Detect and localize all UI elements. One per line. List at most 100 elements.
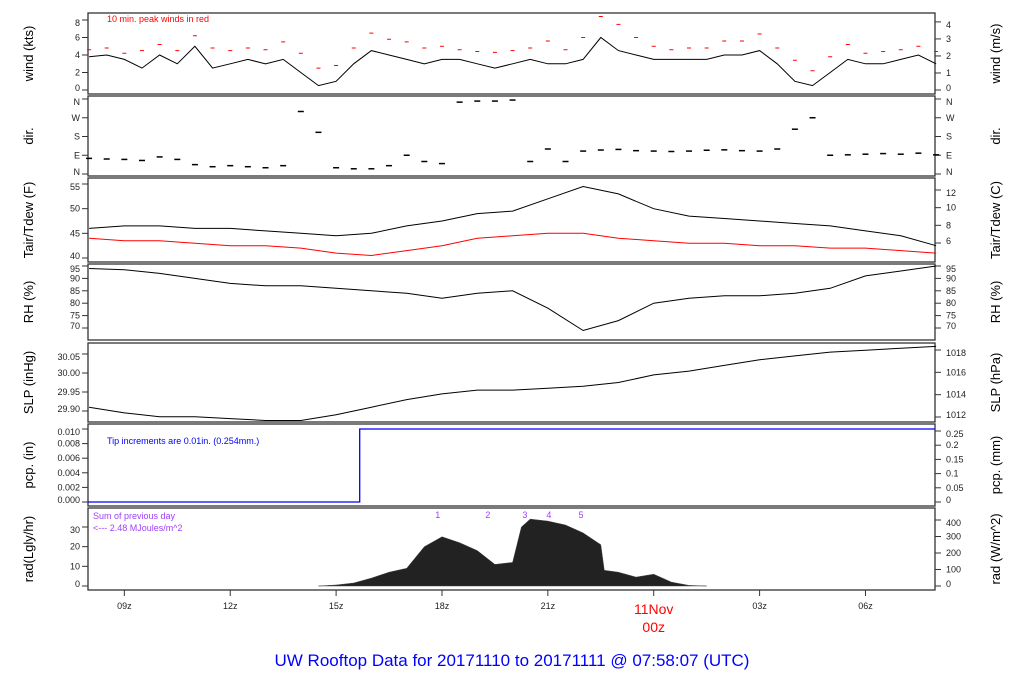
rh-ytick-label: 80	[70, 298, 80, 308]
wind-panel-frame	[87, 12, 936, 95]
dir-ytick-label: S	[74, 132, 80, 142]
wind-ytick-right-label: 2	[946, 51, 951, 61]
xtick-label: 15z	[329, 601, 344, 611]
rad-ytick-right-label: 200	[946, 548, 961, 558]
pcp-ytick-right-label: 0.1	[946, 469, 959, 479]
dir-ytick-label: W	[72, 113, 81, 123]
xtick-label: 06z	[858, 601, 873, 611]
rad-marker: 3	[522, 510, 527, 520]
rad-ytick-label: 0	[75, 579, 80, 589]
rh-ylabel-right: RH (%)	[988, 281, 1003, 324]
rad-marker: 5	[579, 510, 584, 520]
pcp-ytick-label: 0.010	[57, 427, 80, 437]
wind-ytick-right-label: 3	[946, 34, 951, 44]
rh-ytick-label: 90	[70, 273, 80, 283]
pcp-ytick-label: 0.008	[57, 439, 80, 449]
pcp-ytick-label: 0.000	[57, 495, 80, 505]
rad-ytick-label: 20	[70, 542, 80, 552]
xtick-label: 18z	[435, 601, 450, 611]
wind-ytick-label: 4	[75, 50, 80, 60]
temp-panel-frame	[87, 177, 936, 263]
slp-ytick-label: 30.00	[57, 368, 80, 378]
rad-ylabel-right: rad (W/m^2)	[988, 513, 1003, 584]
rad-ytick-right-label: 100	[946, 565, 961, 575]
xtick-label: 12z	[223, 601, 238, 611]
slp-ytick-label: 29.90	[57, 404, 80, 414]
rad-ytick-right-label: 0	[946, 579, 951, 589]
wind-ytick-right-label: 0	[946, 83, 951, 93]
pcp-line	[88, 428, 935, 503]
pcp-ytick-label: 0.006	[57, 453, 80, 463]
pcp-ylabel-right: pcp. (mm)	[988, 436, 1003, 495]
rh-ytick-label: 70	[70, 321, 80, 331]
rad-ylabel: rad(Lgly/hr)	[21, 516, 36, 582]
dir-ytick-label: E	[74, 150, 80, 160]
slp-line	[89, 345, 937, 421]
dir-ytick-right-label: E	[946, 150, 952, 160]
rh-ylabel: RH (%)	[21, 281, 36, 324]
temp-ytick-label: 40	[70, 251, 80, 261]
dir-ytick-label: N	[74, 97, 81, 107]
xtick-label: 21z	[541, 601, 556, 611]
rh-ytick-right-label: 90	[946, 273, 956, 283]
temp-ytick-label: 50	[70, 204, 80, 214]
slp-ytick-right-label: 1018	[946, 348, 966, 358]
dir-ytick-right-label: W	[946, 113, 955, 123]
slp-ylabel: SLP (inHg)	[21, 351, 36, 414]
temp-ytick-label: 55	[70, 182, 80, 192]
slp-ylabel-right: SLP (hPa)	[988, 353, 1003, 413]
dir-ytick-right-label: N	[946, 97, 953, 107]
tdew-line	[89, 232, 937, 257]
xtick-label: 09z	[117, 601, 132, 611]
pcp-ylabel: pcp. (in)	[21, 442, 36, 489]
rad-area	[318, 518, 707, 587]
rad-ytick-right-label: 300	[946, 532, 961, 542]
temp-ytick-right-label: 8	[946, 220, 951, 230]
pcp-ytick-right-label: 0.05	[946, 483, 964, 493]
rad-note-line1: Sum of previous day	[93, 511, 176, 521]
rh-ytick-label: 85	[70, 286, 80, 296]
rh-panel-frame	[87, 263, 936, 341]
rh-ytick-label: 95	[70, 264, 80, 274]
wind-annotation: 10 min. peak winds in red	[107, 14, 209, 24]
wind-ytick-label: 2	[75, 68, 80, 78]
dir-ylabel-right: dir.	[988, 127, 1003, 144]
rh-line	[89, 265, 937, 332]
rad-marker: 1	[435, 510, 440, 520]
tair-line	[89, 185, 937, 247]
rad-marker: 4	[546, 510, 551, 520]
rh-ytick-right-label: 75	[946, 311, 956, 321]
wind-ylabel-right: wind (m/s)	[988, 24, 1003, 85]
dir-ytick-label: N	[74, 167, 81, 177]
rad-panel-frame	[87, 507, 936, 591]
rad-ytick-label: 30	[70, 525, 80, 535]
rh-ytick-right-label: 80	[946, 298, 956, 308]
xtick-date-label: 11Nov	[634, 601, 673, 617]
wind-ytick-label: 0	[75, 83, 80, 93]
temp-ytick-right-label: 10	[946, 203, 956, 213]
wind-ytick-right-label: 4	[946, 20, 951, 30]
rh-ytick-right-label: 95	[946, 264, 956, 274]
wind-ytick-right-label: 1	[946, 68, 951, 78]
rh-ytick-right-label: 70	[946, 321, 956, 331]
pcp-ytick-right-label: 0.2	[946, 440, 959, 450]
xtick-label: 00z	[642, 619, 665, 635]
rad-marker: 2	[485, 510, 490, 520]
pcp-panel-frame	[87, 423, 936, 507]
pcp-ytick-right-label: 0.25	[946, 429, 964, 439]
xtick-label: 03z	[752, 601, 767, 611]
wind-ytick-label: 6	[75, 33, 80, 43]
pcp-annotation: Tip increments are 0.01in. (0.254mm.)	[107, 436, 259, 446]
temp-ytick-right-label: 12	[946, 188, 956, 198]
dir-ylabel: dir.	[21, 127, 36, 144]
rad-ytick-label: 10	[70, 561, 80, 571]
slp-ytick-right-label: 1014	[946, 390, 966, 400]
rad-note-line2: <--- 2.48 MJoules/m^2	[93, 523, 183, 533]
slp-ytick-right-label: 1012	[946, 410, 966, 420]
slp-ytick-right-label: 1016	[946, 367, 966, 377]
dir-panel-frame	[87, 95, 936, 177]
temp-ytick-right-label: 6	[946, 236, 951, 246]
temp-ylabel: Tair/Tdew (F)	[21, 182, 36, 259]
pcp-ytick-label: 0.004	[57, 468, 80, 478]
